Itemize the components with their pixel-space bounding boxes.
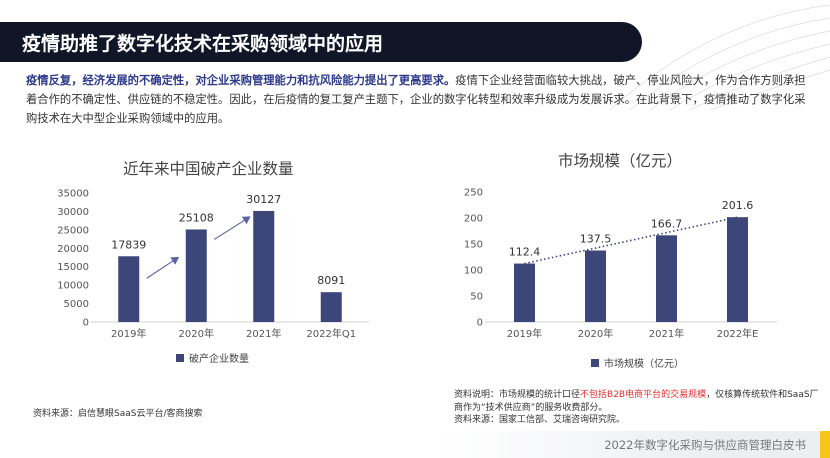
chart1-ytick-1: 5000 (64, 299, 89, 310)
note-prefix: 资料说明：市场规模的统计口径 (454, 390, 581, 400)
chart1-data-label-0: 17839 (111, 238, 146, 251)
page-title: 疫情助推了数字化技术在采购领域中的应用 (22, 33, 384, 55)
chart1-title: 近年来中国破产企业数量 (123, 160, 294, 178)
chart2-ytick-3: 150 (464, 240, 483, 251)
intro-text: 疫情下企业经营面临较大挑战，破产、停业风险大，作为合作方则承担着合作的不确定性、… (26, 74, 806, 125)
chart1-data-label-2: 30127 (246, 193, 281, 206)
chart2-ytick-2: 100 (464, 266, 483, 277)
chart2-ytick-0: 0 (477, 318, 483, 329)
chart1-ytick-2: 10000 (57, 281, 89, 292)
chart2-xtick-1: 2020年 (578, 327, 613, 340)
chart1-bar-3 (320, 292, 342, 322)
chart1-bar-1 (185, 229, 207, 322)
chart1-data-label-1: 25108 (179, 211, 214, 224)
chart2-trend-line (524, 216, 738, 265)
chart1-bar-2 (253, 210, 275, 322)
data-note: 资料说明：市场规模的统计口径不包括B2B电商平台的交易规模，仅核算传统软件和Sa… (454, 389, 824, 427)
note-source: 资料来源：国家工信部、艾瑞咨询研究院。 (454, 415, 626, 425)
chart1-ytick-3: 15000 (57, 262, 89, 273)
chart2-data-label-2: 166.7 (651, 217, 683, 230)
chart1-legend-label: 破产企业数量 (189, 354, 249, 365)
chart1-ytick-6: 30000 (57, 207, 89, 218)
chart2-ytick-1: 50 (470, 292, 483, 303)
chart2-bar-3 (727, 217, 748, 322)
chart2-bar-0 (514, 263, 535, 322)
chart1-legend: 破产企业数量 (176, 350, 249, 365)
intro-highlight: 疫情反复，经济发展的不确定性，对企业采购管理能力和抗风险能力提出了更高要求。 (26, 74, 456, 87)
chart1-xtick-3: 2022年Q1 (306, 327, 356, 340)
chart1-xtick-2: 2021年 (246, 327, 281, 340)
chart2-data-label-1: 137.5 (580, 233, 612, 246)
chart1-ytick-4: 20000 (57, 244, 89, 255)
source-left: 资料来源：启信慧眼SaaS云平台/客商搜索 (33, 409, 203, 419)
chart2-xtick-3: 2022年E (717, 327, 759, 340)
chart1-ytick-5: 25000 (57, 225, 89, 236)
title-bar: 疫情助推了数字化技术在采购领域中的应用 (0, 22, 642, 62)
legend-swatch (176, 353, 184, 362)
chart1-trend-arrow-0 (146, 256, 180, 279)
chart2-data-label-0: 112.4 (509, 246, 541, 259)
chart2-xtick-2: 2021年 (649, 327, 684, 340)
intro-paragraph: 疫情反复，经济发展的不确定性，对企业采购管理能力和抗风险能力提出了更高要求。疫情… (26, 71, 806, 128)
chart1-trend-arrow-1 (213, 216, 251, 240)
chart2-bar-1 (585, 250, 606, 322)
footer-accent (820, 431, 830, 458)
chart1-data-label-3: 8091 (317, 274, 345, 287)
chart1-ytick-7: 35000 (57, 189, 89, 200)
chart2-legend-label: 市场规模（亿元） (604, 359, 684, 370)
chart2-title: 市场规模（亿元） (558, 152, 683, 170)
chart1-xtick-0: 2019年 (111, 327, 146, 340)
chart1-ytick-0: 0 (83, 318, 89, 329)
note-red: 不包括B2B电商平台的交易规模 (580, 390, 707, 400)
chart2-ytick-5: 250 (464, 188, 483, 199)
note-suffix: ，仅核算传统软件和SaaS厂商作为“技术供应商”的服务收费部分。 (454, 390, 819, 413)
chart2-ytick-4: 200 (464, 214, 483, 225)
chart2-data-label-3: 201.6 (722, 199, 754, 212)
chart2-legend: 市场规模（亿元） (591, 355, 684, 370)
footer-title: 2022年数字化采购与供应商管理白皮书 (604, 438, 806, 452)
chart1-xtick-1: 2020年 (179, 327, 214, 340)
chart2-xtick-0: 2019年 (507, 327, 542, 340)
legend-swatch (591, 358, 599, 367)
chart1-bar-0 (118, 256, 140, 322)
chart2-bar-2 (656, 235, 677, 322)
footer-band (440, 431, 830, 458)
